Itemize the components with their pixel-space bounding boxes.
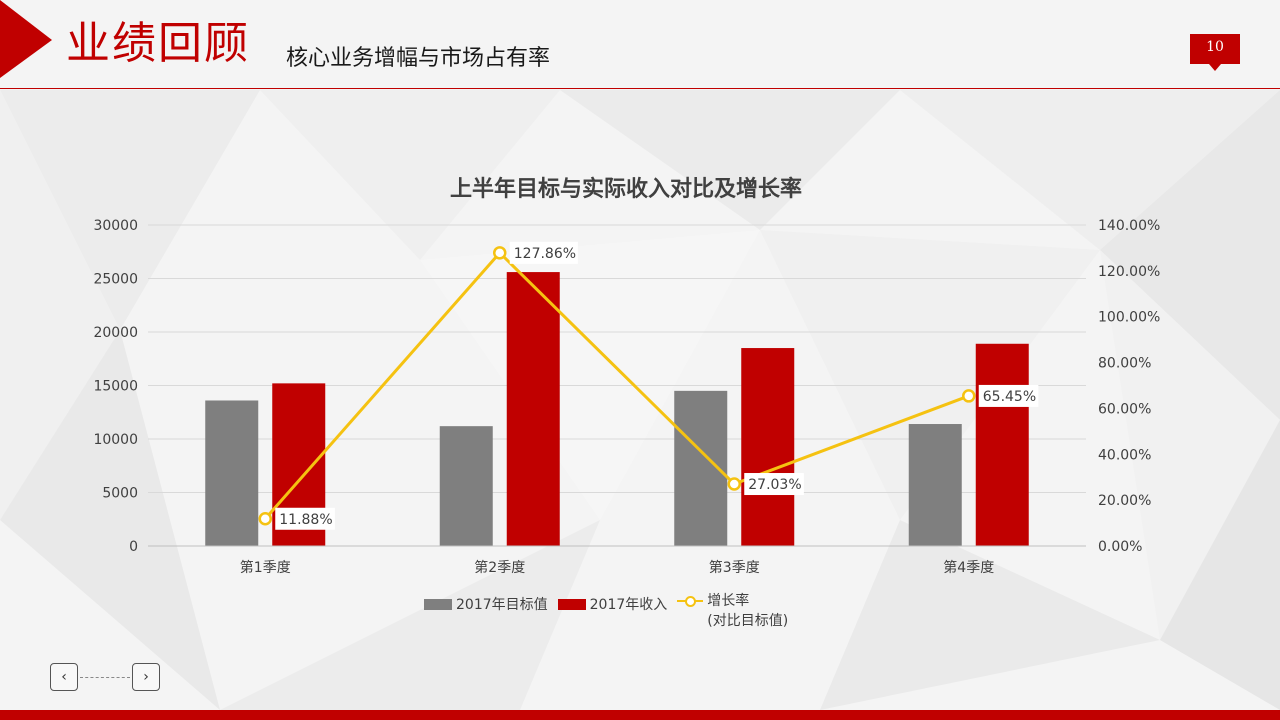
y-right-tick-label: 120.00% — [1098, 264, 1160, 280]
bar-target — [439, 426, 493, 546]
x-tick-label: 第2季度 — [474, 559, 525, 576]
legend-item-target: 2017年目标值 — [424, 594, 548, 614]
data-label: 127.86% — [514, 246, 576, 262]
x-tick-label: 第1季度 — [240, 559, 291, 576]
bar-series — [205, 272, 1029, 546]
y-left-tick-label: 25000 — [93, 272, 138, 288]
legend-swatch-target — [424, 598, 452, 610]
data-label: 11.88% — [279, 512, 332, 528]
chevron-right-icon: › — [143, 669, 149, 685]
data-label-box — [509, 241, 578, 264]
legend-label-revenue: 2017年收入 — [589, 597, 668, 613]
next-slide-button[interactable]: › — [132, 663, 160, 691]
y-left-tick-label: 0 — [129, 539, 138, 555]
growth-point — [493, 246, 507, 260]
growth-point — [258, 512, 272, 526]
y-right-tick-label: 60.00% — [1098, 401, 1151, 417]
y-axis-left: 0 5000 10000 15000 20000 25000 30000 — [93, 218, 138, 555]
legend-swatch-revenue — [557, 598, 586, 610]
y-left-tick-label: 10000 — [93, 432, 138, 448]
data-label-box — [978, 384, 1039, 407]
y-left-tick-label: 5000 — [102, 486, 138, 502]
bar-target — [908, 424, 962, 546]
y-right-tick-label: 140.00% — [1098, 218, 1160, 234]
header-divider — [0, 88, 1280, 89]
prev-slide-button[interactable]: ‹ — [50, 663, 78, 691]
y-right-tick-label: 80.00% — [1098, 356, 1151, 372]
legend-label-growth: 增长率 (对比目标值) — [707, 593, 789, 629]
growth-point — [962, 389, 976, 403]
data-label: 65.45% — [983, 389, 1036, 405]
legend-item-revenue: 2017年收入 — [557, 594, 668, 614]
chevron-left-icon: ‹ — [61, 669, 67, 685]
page-subtitle: 核心业务增幅与市场占有率 — [286, 46, 551, 71]
data-label-box — [744, 473, 804, 496]
data-label: 27.03% — [748, 477, 801, 493]
y-left-tick-label: 20000 — [93, 325, 138, 341]
data-label-box — [275, 507, 335, 530]
bar-revenue — [506, 272, 560, 546]
y-left-tick-label: 15000 — [93, 379, 138, 395]
x-axis: 第1季度 第2季度 第3季度 第4季度 — [148, 545, 1086, 576]
page-title: 业绩回顾 — [66, 18, 250, 69]
page-number-badge: 10 — [1190, 34, 1240, 71]
legend-swatch-growth — [677, 594, 704, 608]
legend-item-growth: 增长率 (对比目标值) — [677, 593, 789, 631]
legend-label-target: 2017年目标值 — [456, 597, 548, 613]
x-tick-label: 第3季度 — [709, 559, 760, 576]
y-right-tick-label: 0.00% — [1098, 539, 1142, 555]
y-right-tick-label: 40.00% — [1098, 447, 1151, 463]
bar-target — [205, 400, 259, 546]
y-right-tick-label: 100.00% — [1098, 310, 1160, 326]
nav-dashed-divider — [80, 677, 130, 678]
y-right-tick-label: 20.00% — [1098, 493, 1151, 509]
y-axis-right: 0.00% 20.00% 40.00% 60.00% 80.00% 100.00% 120.… — [1098, 218, 1160, 555]
bar-revenue — [741, 348, 795, 546]
bar-revenue — [975, 343, 1029, 546]
growth-line-series: 11.88% 127.86% 27.03% 65.45% — [258, 241, 1039, 530]
chart-legend: 2017年目标值 2017年收入 增长率 (对比目标值) — [424, 593, 798, 631]
footer-bar — [0, 710, 1280, 720]
chart-title: 上半年目标与实际收入对比及增长率 — [450, 176, 802, 202]
y-left-tick-label: 30000 — [93, 218, 138, 234]
growth-point — [727, 477, 741, 491]
header-accent-triangle — [0, 0, 52, 78]
growth-line — [264, 251, 970, 520]
x-tick-label: 第4季度 — [943, 559, 994, 576]
